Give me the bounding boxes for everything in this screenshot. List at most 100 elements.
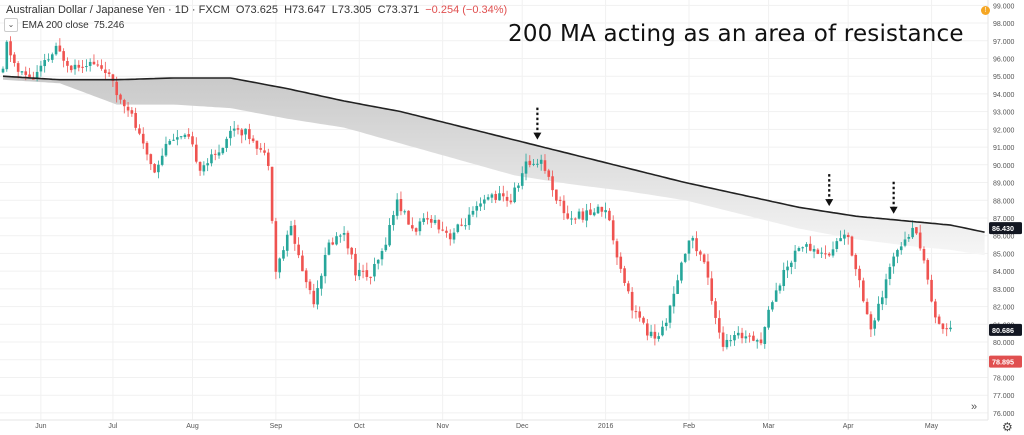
- alert-icon[interactable]: !: [981, 6, 990, 15]
- candle-body: [471, 210, 475, 215]
- candle-body: [251, 138, 255, 142]
- candle-body: [153, 164, 156, 173]
- candle-body: [903, 239, 907, 246]
- candle-body: [627, 283, 630, 292]
- price-tick-label: 80.000: [993, 340, 1015, 347]
- candle-body: [100, 65, 103, 69]
- candle-body: [335, 236, 338, 245]
- candle-body: [812, 248, 816, 252]
- candle-body: [748, 335, 751, 337]
- candle-body: [793, 250, 797, 262]
- candle-body: [376, 259, 380, 264]
- candle-body: [145, 142, 149, 155]
- candle-body: [54, 45, 58, 55]
- candle-body: [744, 336, 748, 339]
- candle-body: [392, 215, 395, 226]
- price-tick-label: 77.000: [993, 393, 1015, 400]
- candle-body: [198, 162, 202, 171]
- candle-body: [149, 154, 153, 165]
- candle-body: [824, 253, 827, 255]
- candle-body: [930, 279, 933, 302]
- candle-body: [134, 112, 137, 128]
- candle-body: [274, 221, 278, 272]
- candle-body: [695, 238, 698, 252]
- candle-body: [210, 154, 213, 164]
- candle-body: [217, 152, 221, 156]
- candle-body: [399, 199, 403, 212]
- candle-body: [763, 327, 767, 344]
- candle-body: [179, 136, 183, 138]
- candle-body: [346, 232, 350, 249]
- indicator-name[interactable]: EMA 200 close: [22, 19, 89, 31]
- candle-body: [873, 320, 876, 329]
- candle-body: [755, 340, 759, 342]
- candle-body: [687, 240, 691, 254]
- candle-body: [699, 251, 702, 255]
- gear-icon[interactable]: ⚙: [1002, 420, 1013, 434]
- candle-body: [615, 241, 619, 258]
- candle-body: [638, 311, 642, 318]
- ohlc-change: −0.254 (−0.34%): [425, 4, 508, 16]
- candle-body: [846, 234, 850, 237]
- candle-body: [429, 218, 433, 223]
- candle-body: [28, 74, 31, 78]
- price-badges: 86.430 80.686 78.895: [989, 222, 1022, 368]
- candle-body: [862, 280, 865, 302]
- candle-body: [342, 233, 346, 235]
- candle-body: [752, 335, 755, 341]
- price-tick-label: 82.000: [993, 305, 1015, 312]
- candle-body: [229, 130, 232, 139]
- candle-body: [718, 318, 721, 333]
- ohlc-open: O73.625: [235, 4, 279, 16]
- candle-body: [725, 339, 729, 348]
- candle-body: [202, 165, 206, 172]
- candle-body: [494, 193, 497, 200]
- arrow-head: [533, 132, 542, 140]
- candle-body: [5, 41, 9, 70]
- symbol-title[interactable]: Australian Dollar / Japanese Yen · 1D · …: [6, 4, 230, 16]
- candle-body: [384, 244, 388, 251]
- candle-body: [248, 129, 251, 139]
- candle-body: [96, 64, 100, 66]
- candles-layer: [1, 36, 952, 352]
- candle-body: [225, 138, 228, 148]
- scroll-to-realtime-icon[interactable]: »: [970, 401, 978, 413]
- candle-body: [24, 71, 28, 75]
- time-tick-label: Feb: [683, 423, 695, 430]
- candle-body: [221, 147, 225, 154]
- candle-body: [297, 244, 300, 256]
- time-tick-label: Jul: [108, 423, 117, 430]
- candle-body: [517, 185, 520, 188]
- chart-header: Australian Dollar / Japanese Yen · 1D · …: [6, 4, 510, 16]
- candle-body: [558, 199, 562, 201]
- candle-body: [448, 233, 452, 240]
- time-tick-label: Sep: [270, 423, 283, 430]
- time-tick-label: Oct: [354, 423, 365, 430]
- candle-body: [293, 225, 297, 244]
- chevron-down-icon[interactable]: ⌄: [4, 18, 18, 32]
- candle-body: [285, 234, 289, 251]
- candle-body: [926, 260, 930, 280]
- candle-body: [445, 230, 448, 233]
- candle-body: [66, 61, 69, 66]
- candle-body: [388, 225, 391, 246]
- candle-body: [555, 189, 558, 201]
- candle-body: [501, 193, 505, 197]
- candle-body: [418, 221, 422, 232]
- candle-body: [865, 301, 869, 315]
- candle-body: [839, 238, 842, 242]
- candle-body: [915, 227, 918, 234]
- candle-body: [790, 262, 793, 268]
- candle-body: [710, 278, 714, 301]
- candle-body: [702, 254, 706, 263]
- candle-body: [85, 66, 88, 68]
- candle-body: [653, 331, 657, 339]
- time-axis[interactable]: Jun Jul Aug Sep Oct Nov Dec 2016 Feb Mar Apr May: [35, 423, 938, 430]
- candle-body: [676, 280, 679, 294]
- candle-body: [934, 301, 937, 318]
- candle-body: [475, 205, 479, 211]
- candle-body: [62, 51, 65, 61]
- candle-body: [486, 197, 490, 200]
- candle-body: [899, 246, 903, 251]
